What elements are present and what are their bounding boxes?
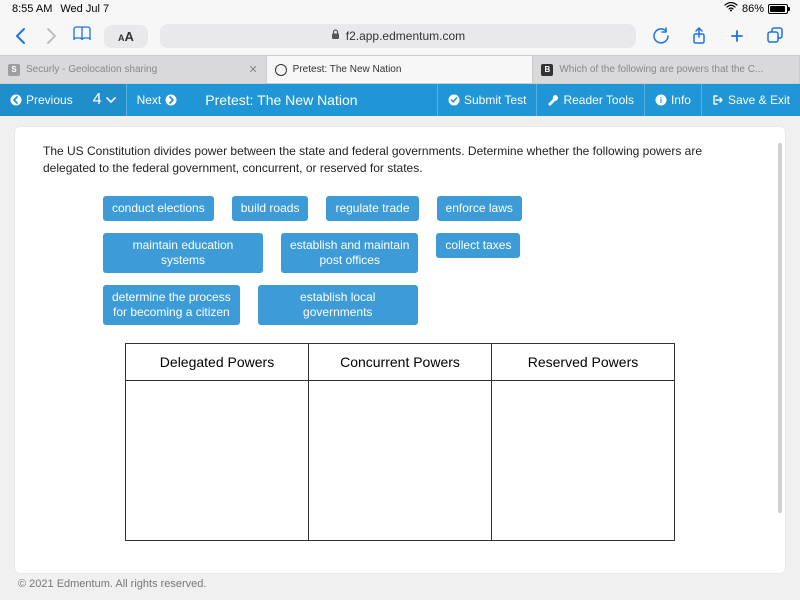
status-time: 8:55 AM (12, 3, 52, 15)
chip[interactable]: conduct elections (103, 196, 214, 221)
url-text: f2.app.edmentum.com (346, 29, 465, 43)
lock-icon (331, 29, 340, 43)
reload-icon[interactable] (648, 23, 674, 49)
submit-test-button[interactable]: Submit Test (437, 84, 536, 116)
share-icon[interactable] (686, 23, 712, 49)
tools-label: Reader Tools (563, 93, 634, 107)
favicon: S (8, 64, 20, 76)
question-number[interactable]: 4 (83, 84, 126, 116)
column-header: Delegated Powers (126, 343, 309, 380)
tabs-icon[interactable] (762, 23, 788, 49)
save-exit-button[interactable]: Save & Exit (701, 84, 800, 116)
battery-icon (768, 4, 788, 14)
draggable-chips-area: conduct elections build roads regulate t… (43, 196, 757, 325)
ipad-status-bar: 8:55 AM Wed Jul 7 86% (0, 0, 800, 17)
drop-target-table: Delegated Powers Concurrent Powers Reser… (125, 343, 675, 541)
browser-tab[interactable]: S Securly - Geolocation sharing ✕ (0, 56, 267, 83)
battery-pct: 86% (742, 3, 764, 15)
scrollbar[interactable] (778, 143, 782, 513)
chevron-down-icon (106, 91, 116, 109)
chip[interactable]: maintain education systems (103, 233, 263, 273)
chip[interactable]: regulate trade (326, 196, 418, 221)
drop-zone-concurrent[interactable] (309, 380, 492, 540)
copyright-footer: © 2021 Edmentum. All rights reserved. (18, 578, 206, 590)
chip[interactable]: establish and maintain post offices (281, 233, 418, 273)
previous-button[interactable]: Previous (0, 84, 83, 116)
forward-arrow-icon (165, 94, 177, 106)
back-arrow-icon (10, 94, 22, 106)
question-panel: The US Constitution divides power betwee… (14, 126, 786, 574)
text-size-button[interactable]: AA (104, 25, 148, 48)
browser-tab[interactable]: B Which of the following are powers that… (533, 56, 800, 83)
chip[interactable]: enforce laws (437, 196, 522, 221)
back-button[interactable] (12, 27, 30, 45)
drop-zone-reserved[interactable] (492, 380, 675, 540)
exit-icon (712, 94, 724, 106)
tab-label: Which of the following are powers that t… (559, 64, 763, 75)
wrench-icon (547, 94, 559, 106)
url-bar[interactable]: f2.app.edmentum.com (160, 24, 636, 48)
question-num-label: 4 (93, 91, 102, 109)
tab-label: Pretest: The New Nation (293, 64, 402, 75)
favicon: B (541, 64, 553, 76)
submit-label: Submit Test (464, 93, 526, 107)
test-title: Pretest: The New Nation (187, 84, 375, 116)
question-text: The US Constitution divides power betwee… (43, 143, 757, 178)
next-button[interactable]: Next (126, 84, 188, 116)
favicon (275, 64, 287, 76)
test-action-bar: Previous 4 Next Pretest: The New Nation … (0, 84, 800, 116)
info-icon: i (655, 94, 667, 106)
chip[interactable]: collect taxes (436, 233, 520, 258)
chip[interactable]: build roads (232, 196, 309, 221)
bookmarks-icon[interactable] (72, 26, 92, 47)
chip[interactable]: determine the process for becoming a cit… (103, 285, 240, 325)
new-tab-icon[interactable] (724, 23, 750, 49)
browser-tab-strip: S Securly - Geolocation sharing ✕ Pretes… (0, 55, 800, 84)
drop-zone-delegated[interactable] (126, 380, 309, 540)
check-icon (448, 94, 460, 106)
wifi-icon (724, 2, 738, 15)
chip[interactable]: establish local governments (258, 285, 418, 325)
column-header: Reserved Powers (492, 343, 675, 380)
browser-tab[interactable]: Pretest: The New Nation (267, 56, 534, 83)
svg-text:i: i (660, 96, 662, 105)
previous-label: Previous (26, 93, 73, 107)
safari-toolbar: AA f2.app.edmentum.com (0, 17, 800, 55)
info-button[interactable]: i Info (644, 84, 701, 116)
reader-tools-button[interactable]: Reader Tools (536, 84, 644, 116)
tab-label: Securly - Geolocation sharing (26, 64, 157, 75)
forward-button[interactable] (42, 27, 60, 45)
column-header: Concurrent Powers (309, 343, 492, 380)
status-date: Wed Jul 7 (60, 3, 109, 15)
save-label: Save & Exit (728, 93, 790, 107)
close-icon[interactable]: ✕ (248, 63, 257, 76)
next-label: Next (137, 93, 162, 107)
info-label: Info (671, 93, 691, 107)
